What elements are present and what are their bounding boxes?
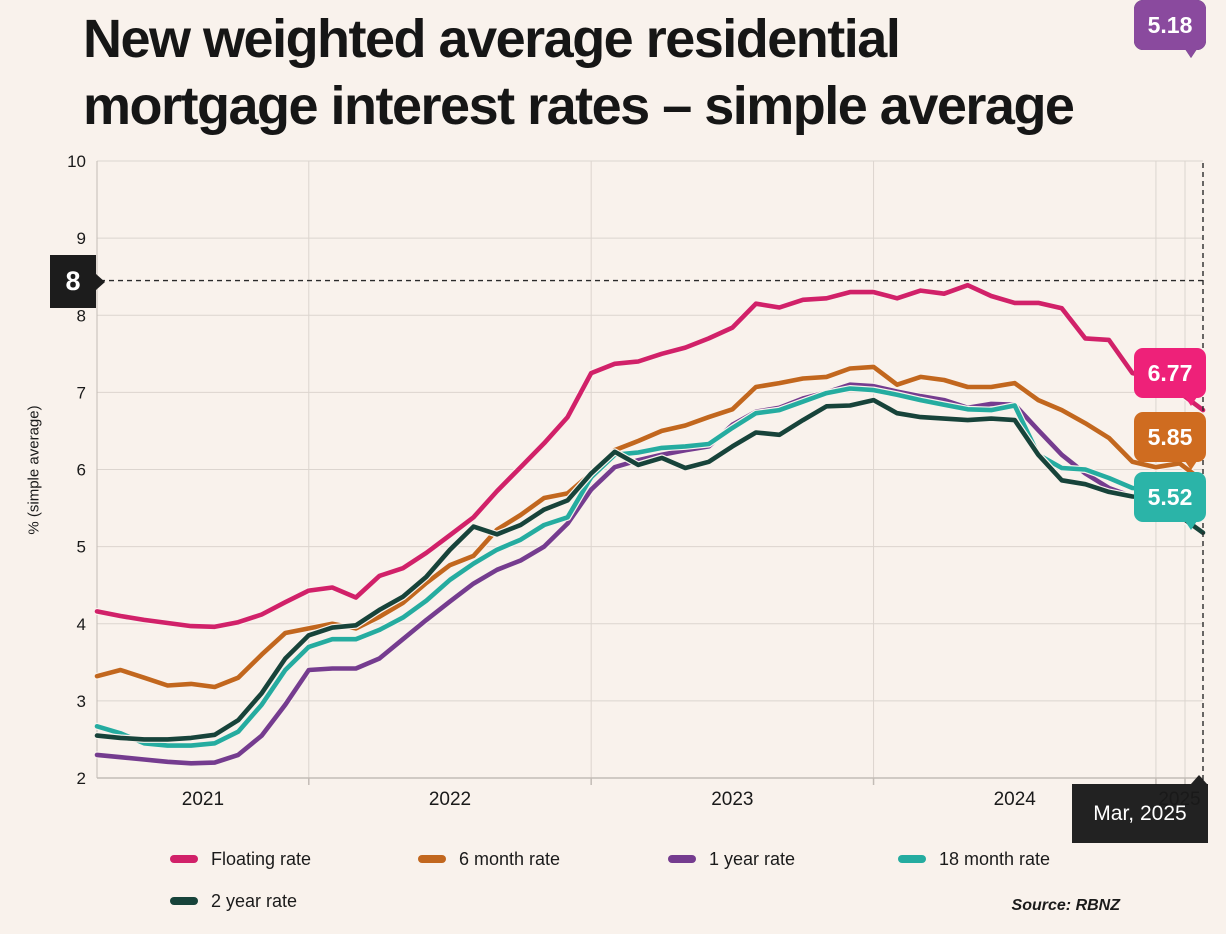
y-tick-label: 6 xyxy=(77,461,86,480)
x-tick-label: 2022 xyxy=(429,789,471,810)
y-tick-label: 4 xyxy=(77,615,86,634)
legend-item-6-month-rate: 6 month rate xyxy=(418,849,560,869)
badge-pointer-icon xyxy=(1185,461,1197,470)
crosshair-x-value: Mar, 2025 xyxy=(1093,801,1187,825)
legend-item-floating-rate: Floating rate xyxy=(170,849,311,869)
legend-swatch-2-year-rate xyxy=(170,897,198,905)
y-tick-label: 8 xyxy=(77,306,86,325)
y-tick-label: 3 xyxy=(77,692,86,711)
crosshair-y-value: 8 xyxy=(65,266,81,296)
y-tick-label: 2 xyxy=(77,769,86,788)
legend-swatch-floating-rate xyxy=(170,855,198,863)
value-badge-6-month: 5.85 xyxy=(1134,412,1206,470)
y-axis-title: % (simple average) xyxy=(25,405,43,535)
y-tick-label: 7 xyxy=(77,383,86,402)
legend-label: 18 month rate xyxy=(939,848,1051,869)
chart-title: New weighted average residential mortgag… xyxy=(83,6,1183,140)
legend-label: Floating rate xyxy=(211,848,312,869)
legend-swatch-18-month-rate xyxy=(898,855,926,863)
value-badge-floating: 6.77 xyxy=(1134,348,1206,406)
chart-title-line1: New weighted average residential xyxy=(83,9,901,69)
series-underlay-6-month-rate xyxy=(93,363,1207,691)
x-tick-label: 2024 xyxy=(994,789,1037,810)
x-tick-label: 2021 xyxy=(182,789,224,810)
value-badge-18-month: 5.52 xyxy=(1134,472,1206,530)
legend-label: 2 year rate xyxy=(211,890,298,911)
series-line-6-month-rate xyxy=(94,364,1206,690)
legend-item-2-year-rate: 2 year rate xyxy=(170,891,297,911)
legend-label: 6 month rate xyxy=(459,848,561,869)
value-badge-label: 5.18 xyxy=(1147,11,1193,38)
x-tick-label: 2023 xyxy=(711,789,753,810)
legend-swatch-6-month-rate xyxy=(418,855,446,863)
value-badge-label: 5.85 xyxy=(1147,423,1193,450)
legend-label: 1 year rate xyxy=(709,848,796,869)
y-tick-label: 10 xyxy=(67,152,86,171)
value-badge-label: 5.52 xyxy=(1147,483,1193,510)
chart-title-line2: mortgage interest rates – simple average xyxy=(83,76,1075,136)
source-credit: Source: RBNZ xyxy=(1011,897,1120,914)
value-badge-label: 6.77 xyxy=(1147,359,1193,386)
series-line-floating-rate xyxy=(94,282,1206,630)
crosshair-y-value-box: 8 xyxy=(50,255,96,308)
legend-item-18-month-rate: 18 month rate xyxy=(898,849,1050,869)
badge-pointer-icon xyxy=(1185,521,1197,530)
series-line-18-month-rate xyxy=(94,386,1206,748)
badge-pointer-icon xyxy=(1185,49,1197,58)
y-tick-label: 5 xyxy=(77,538,86,557)
crosshair-x-value-box: Mar, 2025 xyxy=(1072,775,1208,843)
value-badge-1-year: 5.18 xyxy=(1134,0,1206,58)
badge-pointer-icon xyxy=(1185,397,1197,406)
y-tick-label: 9 xyxy=(77,229,86,248)
series-line-2-year-rate xyxy=(94,397,1206,742)
legend-swatch-1-year-rate xyxy=(668,855,696,863)
legend-item-1-year-rate: 1 year rate xyxy=(668,849,795,869)
